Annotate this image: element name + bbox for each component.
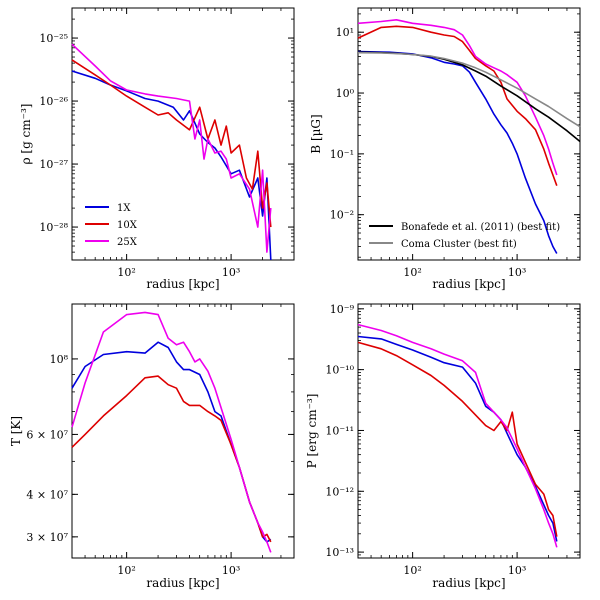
pressure-y-tick-label: 10⁻¹⁰ [325,364,354,377]
temperature-panel: 10² 10³ 3 × 10⁷ 4 × 10⁷ 6 × 10⁷ 10⁸ radius [k… [9,303,295,590]
temperature-series-10x [71,375,272,543]
magnetic-field-x-tick-label: 10³ [508,266,526,279]
temperature-y-tick-label: 6 × 10⁷ [26,428,68,441]
temperature-series-1x [71,341,272,543]
pressure-plot-frame [357,303,581,559]
magnetic-field-y-tick-label: 10¹ [336,26,354,39]
pressure-xlabel: radius [kpc] [432,576,505,590]
temperature-y-tick-label: 3 × 10⁷ [26,531,68,544]
pressure-y-tick-label: 10⁻¹³ [325,546,354,559]
pressure-y-tick-label: 10⁻¹¹ [325,424,354,437]
legend-label-10x: 10X [117,220,138,231]
magnetic-field-y-tick-label: 10⁻¹ [330,148,354,161]
magnetic-field-series-1x [357,50,558,254]
density-legend: 1X 10X 25X [85,203,138,248]
magnetic-field-legend: Bonafede et al. (2011) (best fit) Coma C… [369,222,560,250]
magnetic-field-plot-frame [357,7,581,261]
density-x-tick-label: 10² [117,266,135,279]
temperature-series-25x [71,311,272,553]
magnetic-field-series-25x [357,18,558,176]
magnetic-field-panel: 10² 10³ 10⁻² 10⁻¹ 10⁰ 10¹ radius [kpc] B [μG]… [309,7,581,291]
pressure-y-tick-label: 10⁻¹² [325,485,354,498]
legend-label-1x: 1X [117,203,131,214]
magnetic-field-series-10x [357,25,558,186]
density-xlabel: radius [kpc] [146,277,219,291]
magnetic-field-ylabel: B [μG] [309,114,323,153]
temperature-xlabel: radius [kpc] [146,576,219,590]
legend-label-25x: 25X [117,237,138,248]
temperature-ylabel: T [K] [9,416,23,446]
pressure-series-1x [357,335,558,542]
density-ylabel: ρ [g cm⁻³] [19,104,33,165]
temperature-plot-frame [71,303,295,559]
magnetic-field-xlabel: radius [kpc] [432,277,505,291]
density-y-tick-label: 10⁻²⁸ [39,221,68,234]
pressure-y-tick-label: 10⁻⁹ [330,303,355,316]
temperature-x-tick-label: 10² [117,564,135,577]
temperature-y-tick-label: 10⁸ [50,353,69,366]
density-series-10x [71,59,272,228]
pressure-panel: 10² 10³ 10⁻¹³ 10⁻¹² 10⁻¹¹ 10⁻¹⁰ 10⁻⁹ radius [k… [305,303,581,590]
magnetic-field-x-tick-label: 10² [403,266,421,279]
temperature-y-tick-label: 4 × 10⁷ [26,488,68,501]
magnetic-field-y-tick-label: 10⁰ [336,87,355,100]
density-plot-frame [71,7,295,261]
density-y-tick-label: 10⁻²⁶ [39,95,68,108]
pressure-series-25x [357,323,558,548]
pressure-series-10x [357,341,558,537]
density-series-25x [71,43,272,253]
pressure-x-tick-label: 10² [403,564,421,577]
legend-label-coma: Coma Cluster (best fit) [401,239,517,250]
magnetic-field-y-tick-label: 10⁻² [330,209,354,222]
density-series-1x [71,70,272,261]
density-x-tick-label: 10³ [222,266,240,279]
density-y-tick-label: 10⁻²⁷ [39,158,68,171]
pressure-x-tick-label: 10³ [508,564,526,577]
density-y-tick-label: 10⁻²⁵ [39,32,68,45]
pressure-ylabel: P [erg cm⁻³] [305,394,319,469]
legend-label-bonafede: Bonafede et al. (2011) (best fit) [401,222,560,233]
magnetic-field-series-coma-cluster-best-fit [357,51,581,128]
temperature-x-tick-label: 10³ [222,564,240,577]
